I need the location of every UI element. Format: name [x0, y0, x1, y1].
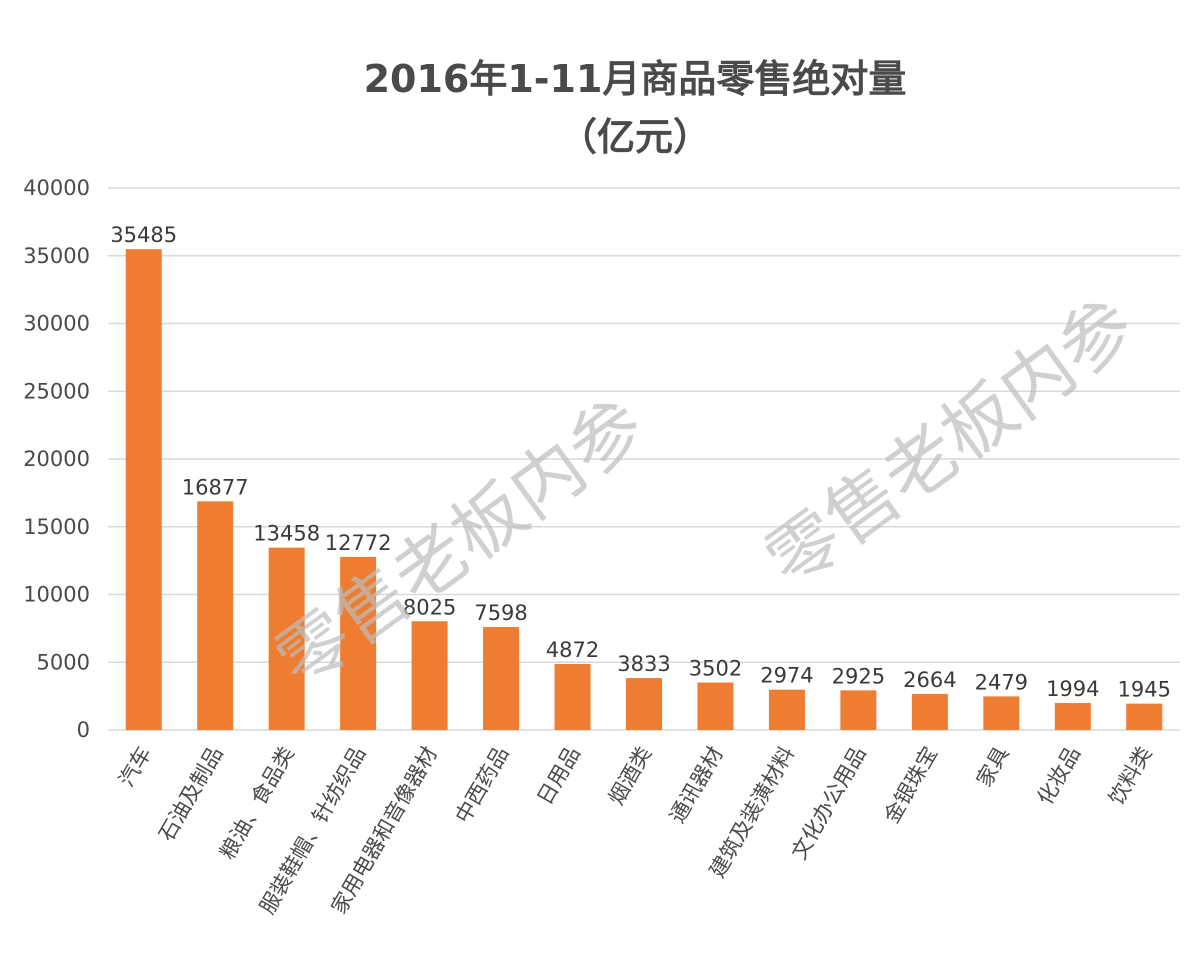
- bar: [483, 627, 520, 730]
- watermark-right: 零售老板内参: [751, 282, 1150, 604]
- bar: [626, 678, 662, 730]
- data-label: 13458: [253, 522, 320, 546]
- bar: [983, 696, 1020, 730]
- data-label: 3502: [689, 657, 742, 681]
- bar: [411, 621, 448, 730]
- data-label: 1994: [1046, 677, 1099, 701]
- bar: [768, 689, 805, 730]
- bar: [1126, 703, 1163, 730]
- x-tick-label: 中西药品: [451, 743, 514, 828]
- data-label: 7598: [474, 601, 527, 625]
- bar: [697, 682, 734, 730]
- bar: [1054, 702, 1091, 730]
- y-tick-label: 30000: [23, 312, 90, 336]
- y-tick-label: 20000: [23, 447, 90, 471]
- x-tick-label: 汽车: [114, 743, 156, 791]
- data-label: 12772: [325, 531, 392, 555]
- x-tick-label: 家具: [972, 743, 1014, 791]
- data-label: 35485: [110, 223, 177, 247]
- y-tick-label: 10000: [23, 583, 90, 607]
- x-tick-label: 文化办公用品: [787, 743, 871, 864]
- x-tick-label: 金银珠宝: [879, 743, 942, 828]
- data-label: 2479: [975, 670, 1028, 694]
- x-tick-label: 通讯器材: [665, 743, 728, 828]
- y-tick-label: 15000: [23, 515, 90, 539]
- x-tick-label: 粮油、食品类: [215, 743, 299, 864]
- data-label: 1945: [1118, 678, 1171, 702]
- x-tick-label: 日用品: [533, 743, 585, 810]
- data-label: 16877: [182, 475, 249, 499]
- bar: [840, 690, 877, 730]
- y-tick-label: 5000: [37, 650, 90, 674]
- data-label: 2925: [832, 664, 885, 688]
- bar: [554, 663, 591, 730]
- data-label: 4872: [546, 638, 599, 662]
- data-label: 3833: [617, 652, 670, 676]
- chart-title: 2016年1-11月商品零售绝对量: [364, 57, 907, 101]
- y-tick-label: 40000: [23, 176, 90, 200]
- bar: [125, 249, 162, 730]
- bar: [197, 501, 234, 730]
- x-tick-label: 石油及制品: [154, 743, 227, 846]
- chart-subtitle: （亿元）: [559, 115, 711, 159]
- data-label: 8025: [403, 595, 456, 619]
- watermark-left: 零售老板内参: [261, 382, 660, 704]
- bars: [125, 249, 1163, 730]
- watermarks: 零售老板内参 零售老板内参: [261, 282, 1150, 704]
- x-tick-label: 化妆品: [1033, 743, 1085, 810]
- y-tick-label: 25000: [23, 379, 90, 403]
- data-label: 2974: [760, 664, 813, 688]
- bar: [268, 547, 305, 730]
- y-tick-label: 0: [77, 718, 90, 742]
- y-tick-label: 35000: [23, 244, 90, 268]
- bar: [911, 693, 948, 730]
- x-tick-label: 烟酒类: [604, 743, 656, 810]
- y-axis-ticks: 0 5000 10000 15000 20000 25000 30000 35000 40000: [23, 176, 90, 742]
- bar: [340, 556, 377, 730]
- x-tick-label: 饮料类: [1104, 743, 1156, 810]
- data-label: 2664: [903, 668, 956, 692]
